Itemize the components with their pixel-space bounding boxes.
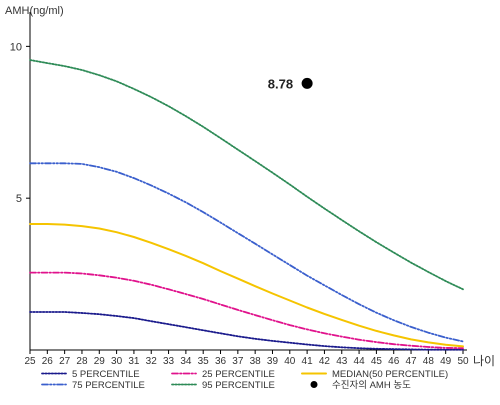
y-tick-label: 5 [16,193,22,205]
legend-marker-5 [310,381,318,388]
x-tick-label: 37 [232,356,244,367]
x-tick-label: 42 [319,356,331,367]
legend-label-1: 25 PERCENTILE [202,369,275,380]
series-line-3 [29,162,464,343]
x-tick-label: 43 [336,356,348,367]
x-tick-label: 34 [180,356,192,367]
legend-label-4: 95 PERCENTILE [202,380,275,391]
x-tick-label: 33 [163,356,175,367]
x-tick-label: 31 [128,356,140,367]
patient-point-marker [301,77,313,89]
x-tick-label: 32 [146,356,158,367]
x-axis-label: 나이 [473,354,495,368]
x-tick-label: 44 [354,356,366,367]
series-line-4 [29,59,464,291]
x-tick-label: 26 [42,356,54,367]
x-tick-label: 27 [59,356,71,367]
x-tick-label: 41 [302,356,314,367]
x-tick-label: 30 [111,356,123,367]
series-line-0 [29,311,464,351]
y-axis-label: AMH(ng/ml) [5,5,64,17]
x-tick-label: 40 [284,356,296,367]
x-tick-label: 28 [76,356,88,367]
series-line-2 [29,223,464,348]
x-tick-label: 47 [405,356,417,367]
legend-label-0: 5 PERCENTILE [72,369,140,380]
x-tick-label: 48 [423,356,435,367]
x-tick-label: 38 [250,356,262,367]
x-tick-label: 49 [440,356,452,367]
series-line-1 [29,271,464,350]
x-tick-label: 25 [24,356,36,367]
legend-label-3: 75 PERCENTILE [72,380,145,391]
x-tick-label: 45 [371,356,383,367]
legend-label-2: MEDIAN(50 PERCENTILE) [332,369,448,380]
x-tick-label: 29 [94,356,106,367]
x-tick-label: 39 [267,356,279,367]
legend-label-5: 수진자의 AMH 농도 [332,380,411,391]
x-tick-label: 35 [198,356,210,367]
x-tick-label: 36 [215,356,227,367]
x-tick-label: 46 [388,356,400,367]
y-tick-label: 10 [10,41,22,53]
x-tick-label: 50 [457,356,469,367]
patient-point-label: 8.78 [268,76,293,91]
